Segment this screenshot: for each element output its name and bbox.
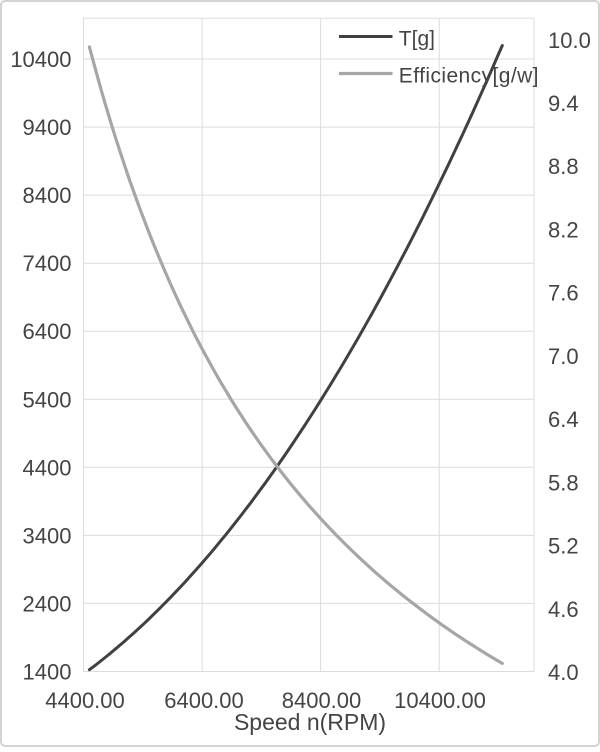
svg-text:4.6: 4.6 <box>548 597 579 622</box>
svg-text:6400.00: 6400.00 <box>164 688 244 713</box>
svg-text:4.0: 4.0 <box>548 660 579 685</box>
svg-text:8.2: 8.2 <box>548 217 579 242</box>
svg-text:8400: 8400 <box>23 183 72 208</box>
svg-text:4400.00: 4400.00 <box>45 688 125 713</box>
svg-text:6.4: 6.4 <box>548 407 579 432</box>
svg-text:T[g]: T[g] <box>399 28 435 51</box>
svg-text:7400: 7400 <box>23 251 72 276</box>
svg-text:Speed n(RPM): Speed n(RPM) <box>234 709 386 735</box>
svg-text:5.8: 5.8 <box>548 470 579 495</box>
svg-text:7.6: 7.6 <box>548 281 579 306</box>
svg-text:9.4: 9.4 <box>548 91 579 116</box>
svg-text:Efficiency[g/w]: Efficiency[g/w] <box>399 65 539 88</box>
svg-text:8400.00: 8400.00 <box>282 688 362 713</box>
svg-text:6400: 6400 <box>23 319 72 344</box>
svg-text:2400: 2400 <box>23 591 72 616</box>
svg-text:9400: 9400 <box>23 115 72 140</box>
svg-text:3400: 3400 <box>23 523 72 548</box>
svg-text:1400: 1400 <box>23 660 72 685</box>
svg-text:5.2: 5.2 <box>548 534 579 559</box>
svg-text:7.0: 7.0 <box>548 344 579 369</box>
svg-text:8.8: 8.8 <box>548 154 579 179</box>
svg-text:10.0: 10.0 <box>548 28 591 53</box>
svg-text:10400: 10400 <box>10 47 71 72</box>
svg-text:5400: 5400 <box>23 387 72 412</box>
svg-text:4400: 4400 <box>23 455 72 480</box>
svg-text:10400.00: 10400.00 <box>394 688 486 713</box>
